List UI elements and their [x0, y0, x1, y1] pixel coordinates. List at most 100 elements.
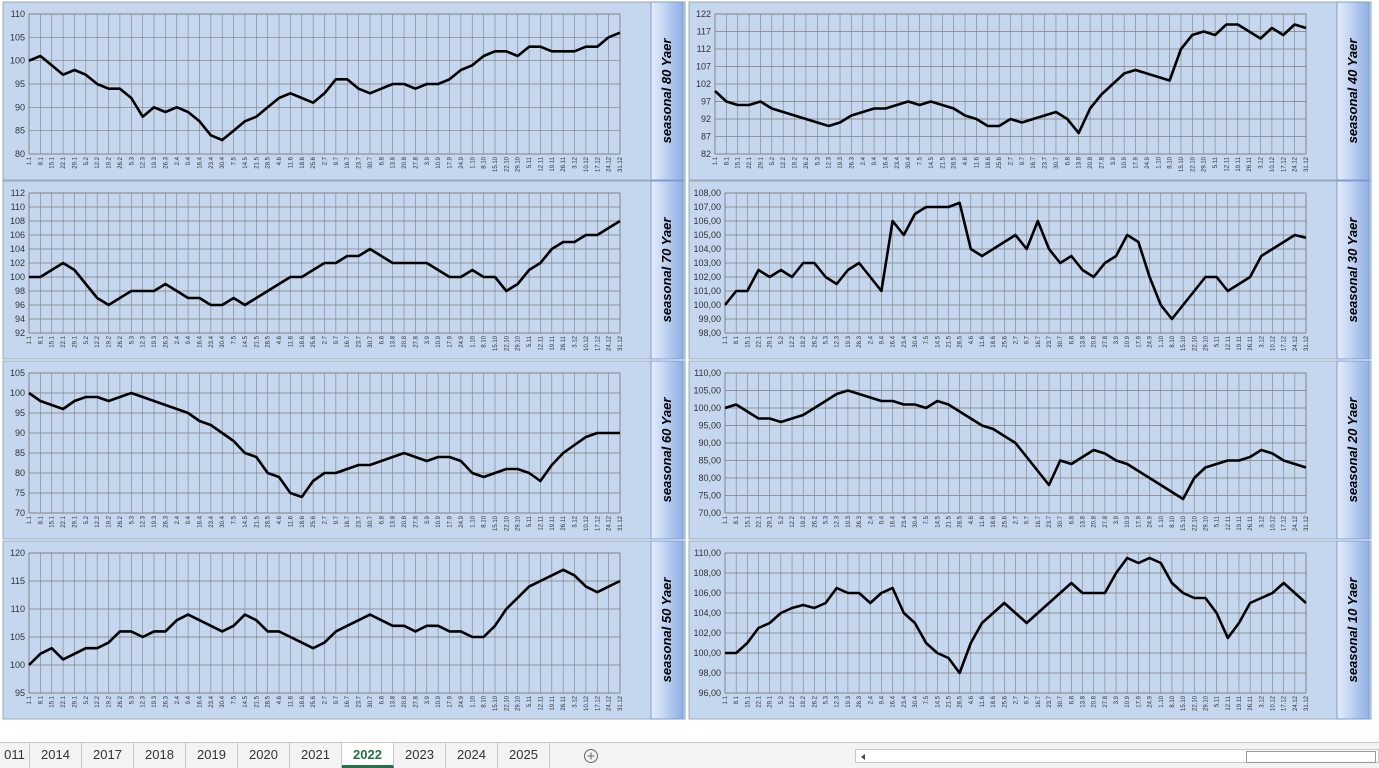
x-tick-label: 6.8	[379, 156, 385, 165]
x-tick-label: 26.2	[118, 515, 124, 527]
y-tick-label: 120	[10, 548, 25, 558]
x-tick-label: 24.12	[607, 515, 613, 531]
x-tick-label: 3.12	[573, 335, 579, 347]
x-tick-label: 5.3	[129, 156, 135, 165]
sheet-tab[interactable]: 2021	[290, 743, 342, 768]
title-box	[1336, 360, 1370, 540]
x-tick-label: 24.9	[459, 695, 465, 707]
sheet-tab[interactable]: 2014	[30, 743, 82, 768]
y-tick-label: 95	[15, 79, 25, 89]
x-tick-label: 7.5	[232, 156, 238, 165]
scroll-left[interactable]	[856, 751, 870, 763]
x-tick-label: 21.5	[254, 335, 260, 347]
x-tick-label: 15.10	[493, 515, 499, 531]
x-tick-label: 5.11	[1213, 156, 1219, 168]
title-box	[650, 540, 684, 720]
x-tick-label: 10.12	[584, 695, 590, 711]
scroll-thumb[interactable]	[1246, 751, 1376, 763]
x-tick-label: 15.1	[50, 156, 56, 168]
x-tick-label: 19.3	[846, 335, 852, 347]
chart: 1.1 8.1 15.1 22.1 29.1 5.2 12.2 19.2 26.2 5.3 12.3…	[688, 1, 1372, 181]
y-tick-label: 82	[701, 149, 711, 159]
chart-area	[688, 360, 1372, 540]
x-tick-label: 19.11	[1237, 335, 1243, 350]
y-tick-label: 110	[11, 202, 25, 212]
x-tick-label: 14.5	[243, 515, 249, 527]
x-tick-label: 16.4	[891, 515, 897, 527]
x-tick-label: 11.6	[974, 156, 980, 168]
x-tick-label: 12.11	[1226, 695, 1232, 710]
chart-title: seasonal 60 Yaer	[659, 397, 674, 503]
x-tick-label: 1.1	[27, 515, 33, 524]
sheet-tab[interactable]: 2018	[134, 743, 186, 768]
y-tick-label: 108,00	[693, 188, 721, 198]
x-tick-label: 21.5	[946, 695, 952, 707]
x-tick-label: 5.2	[84, 695, 90, 704]
x-tick-label: 10.9	[436, 156, 442, 168]
x-tick-label: 8.10	[482, 515, 488, 527]
x-tick-label: 22.10	[1190, 156, 1196, 172]
x-tick-label: 12.11	[1224, 156, 1230, 171]
x-tick-label: 19.3	[838, 156, 844, 168]
x-tick-label: 19.2	[801, 335, 807, 347]
x-tick-label: 10.12	[1270, 695, 1276, 711]
x-tick-label: 2.4	[868, 515, 874, 524]
sheet-tab[interactable]: 2020	[238, 743, 290, 768]
x-tick-label: 1.1	[713, 156, 719, 165]
sheet-tab[interactable]: 2023	[394, 743, 446, 768]
chart-area	[2, 360, 686, 540]
x-tick-label: 19.2	[107, 156, 113, 168]
x-tick-label: 1.10	[470, 515, 476, 527]
x-tick-label: 17.12	[1282, 515, 1288, 531]
x-tick-label: 19.11	[1237, 695, 1243, 710]
y-tick-label: 95	[15, 408, 25, 418]
sheet-tab[interactable]: 2022	[342, 743, 394, 768]
y-tick-label: 70,00	[698, 508, 721, 518]
x-tick-label: 7.5	[924, 695, 930, 704]
x-tick-label: 16.4	[883, 156, 889, 168]
x-tick-label: 14.5	[935, 695, 941, 707]
x-tick-label: 5.11	[527, 335, 533, 347]
y-tick-label: 112	[11, 188, 25, 198]
sheet-tab[interactable]: 2019	[186, 743, 238, 768]
sheet-tab[interactable]: 2024	[446, 743, 498, 768]
x-tick-label: 2.7	[1014, 515, 1020, 524]
sheet-tab[interactable]: 2025	[498, 743, 550, 768]
scrollbar[interactable]	[855, 749, 1379, 763]
line-series	[28, 31, 621, 142]
x-tick-label: 13.8	[1081, 695, 1087, 707]
x-tick-label: 16.4	[197, 335, 203, 347]
plot-border	[28, 192, 621, 334]
y-tick-label: 100,00	[693, 300, 721, 310]
x-tick-label: 10.12	[584, 156, 590, 172]
x-tick-label: 12.11	[538, 515, 544, 530]
x-tick-label: 12.3	[141, 695, 147, 707]
x-tick-label: 24.9	[1148, 695, 1154, 707]
x-tick-label: 13.8	[1081, 335, 1087, 347]
x-tick-label: 12.11	[538, 156, 544, 171]
x-tick-label: 1.1	[723, 335, 729, 344]
chart-area	[688, 540, 1372, 720]
x-tick-label: 24.9	[459, 335, 465, 347]
x-tick-label: 1.10	[1159, 335, 1165, 347]
x-tick-label: 25.6	[1002, 515, 1008, 527]
x-tick-label: 5.2	[770, 156, 776, 165]
title-box	[1336, 1, 1370, 181]
x-tick-label: 5.3	[815, 156, 821, 165]
add-sheet[interactable]	[583, 748, 599, 764]
x-tick-label: 15.1	[50, 695, 56, 707]
x-tick-label: 1.10	[470, 156, 476, 168]
x-tick-label: 19.11	[550, 335, 556, 350]
x-tick-label: 2.7	[323, 156, 329, 165]
x-tick-label: 11.6	[980, 695, 986, 707]
x-tick-label: 5.2	[84, 156, 90, 165]
x-tick-label: 25.6	[1002, 695, 1008, 707]
x-tick-label: 26.2	[812, 335, 818, 347]
sheet-tab[interactable]: 2017	[82, 743, 134, 768]
x-tick-label: 6.8	[379, 335, 385, 344]
sheet-tab[interactable]: 011	[0, 743, 30, 768]
x-tick-label: 14.5	[243, 695, 249, 707]
y-tick-label: 85	[15, 126, 25, 136]
chart-title: seasonal 40 Yaer	[1345, 38, 1360, 144]
plot-border	[724, 372, 1307, 514]
